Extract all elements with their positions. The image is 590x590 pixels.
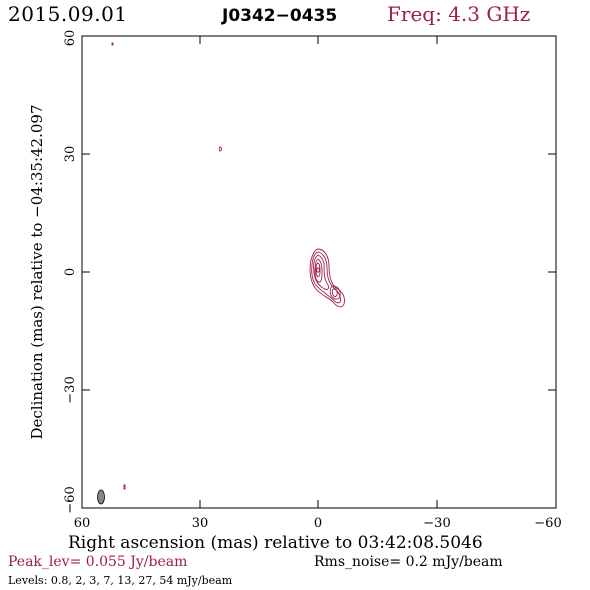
y-tick-label: −30 [63,376,78,403]
observation-date: 2015.09.01 [8,2,128,26]
peak-level: Peak_lev= 0.055 Jy/beam [8,554,188,570]
y-tick-label: 60 [63,30,78,47]
x-tick-label: 60 [74,516,91,531]
y-ticks [82,35,556,509]
y-tick-label: 30 [63,146,78,163]
source-name: J0342−0435 [222,6,338,26]
x-ticks [81,36,557,508]
x-tick-label: 0 [314,516,322,531]
y-axis-label: Declination (mas) relative to −04:35:42.… [28,104,46,439]
source-contours [111,42,345,490]
x-axis-label: Right ascension (mas) relative to 03:42:… [68,533,483,553]
frequency-label: Freq: 4.3 GHz [387,2,531,26]
x-tick-label: −60 [534,516,561,531]
contour-levels: Levels: 0.8, 2, 3, 7, 13, 27, 54 mJy/bea… [8,574,233,587]
beam-ellipse [97,489,105,505]
x-tick-label: −30 [423,516,450,531]
x-tick-label: 30 [192,516,209,531]
y-tick-label: 0 [63,268,78,276]
rms-noise: Rms_noise= 0.2 mJy/beam [314,554,503,570]
y-tick-label: −60 [63,486,78,513]
